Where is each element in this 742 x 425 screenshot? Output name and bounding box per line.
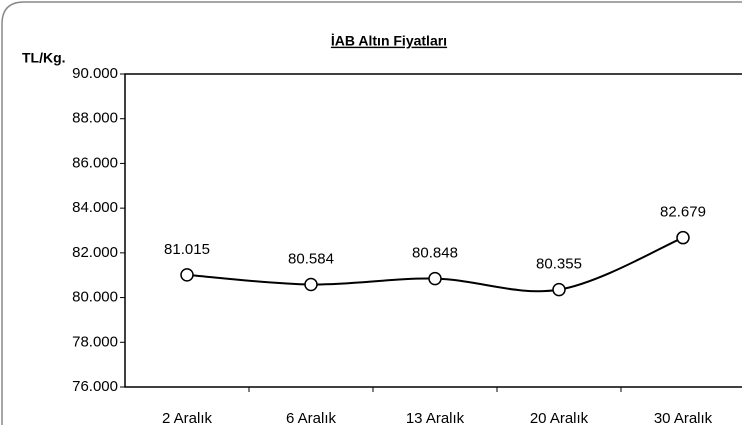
x-tick-label: 30 Aralık [654, 410, 713, 425]
data-label: 80.848 [412, 245, 458, 262]
x-tick-label: 13 Aralık [406, 410, 465, 425]
y-tick-label: 84.000 [72, 199, 118, 216]
y-tick-label: 82.000 [72, 244, 118, 261]
y-tick-label: 76.000 [72, 378, 118, 395]
y-tick-label: 86.000 [72, 154, 118, 171]
y-tick-label: 78.000 [72, 333, 118, 350]
data-label: 81.015 [164, 241, 210, 258]
data-label: 82.679 [660, 204, 706, 221]
data-label: 80.584 [288, 250, 334, 267]
y-tick-label: 90.000 [72, 65, 118, 82]
point [428, 271, 442, 286]
x-tick-label: 20 Aralık [530, 410, 589, 425]
y-tick-label: 88.000 [72, 110, 118, 127]
x-tick-label: 6 Aralık [286, 410, 337, 425]
y-tick-label: 80.000 [72, 289, 118, 306]
point [180, 268, 194, 282]
point [676, 230, 690, 245]
chart-title: İAB Altın Fiyatları [331, 33, 447, 49]
point [552, 282, 566, 297]
plot-area [124, 73, 742, 388]
data-label: 80.355 [536, 256, 582, 273]
y-axis-label: TL/Kg. [22, 50, 66, 66]
x-tick-label: 2 Aralık [162, 410, 213, 425]
point [304, 277, 318, 292]
